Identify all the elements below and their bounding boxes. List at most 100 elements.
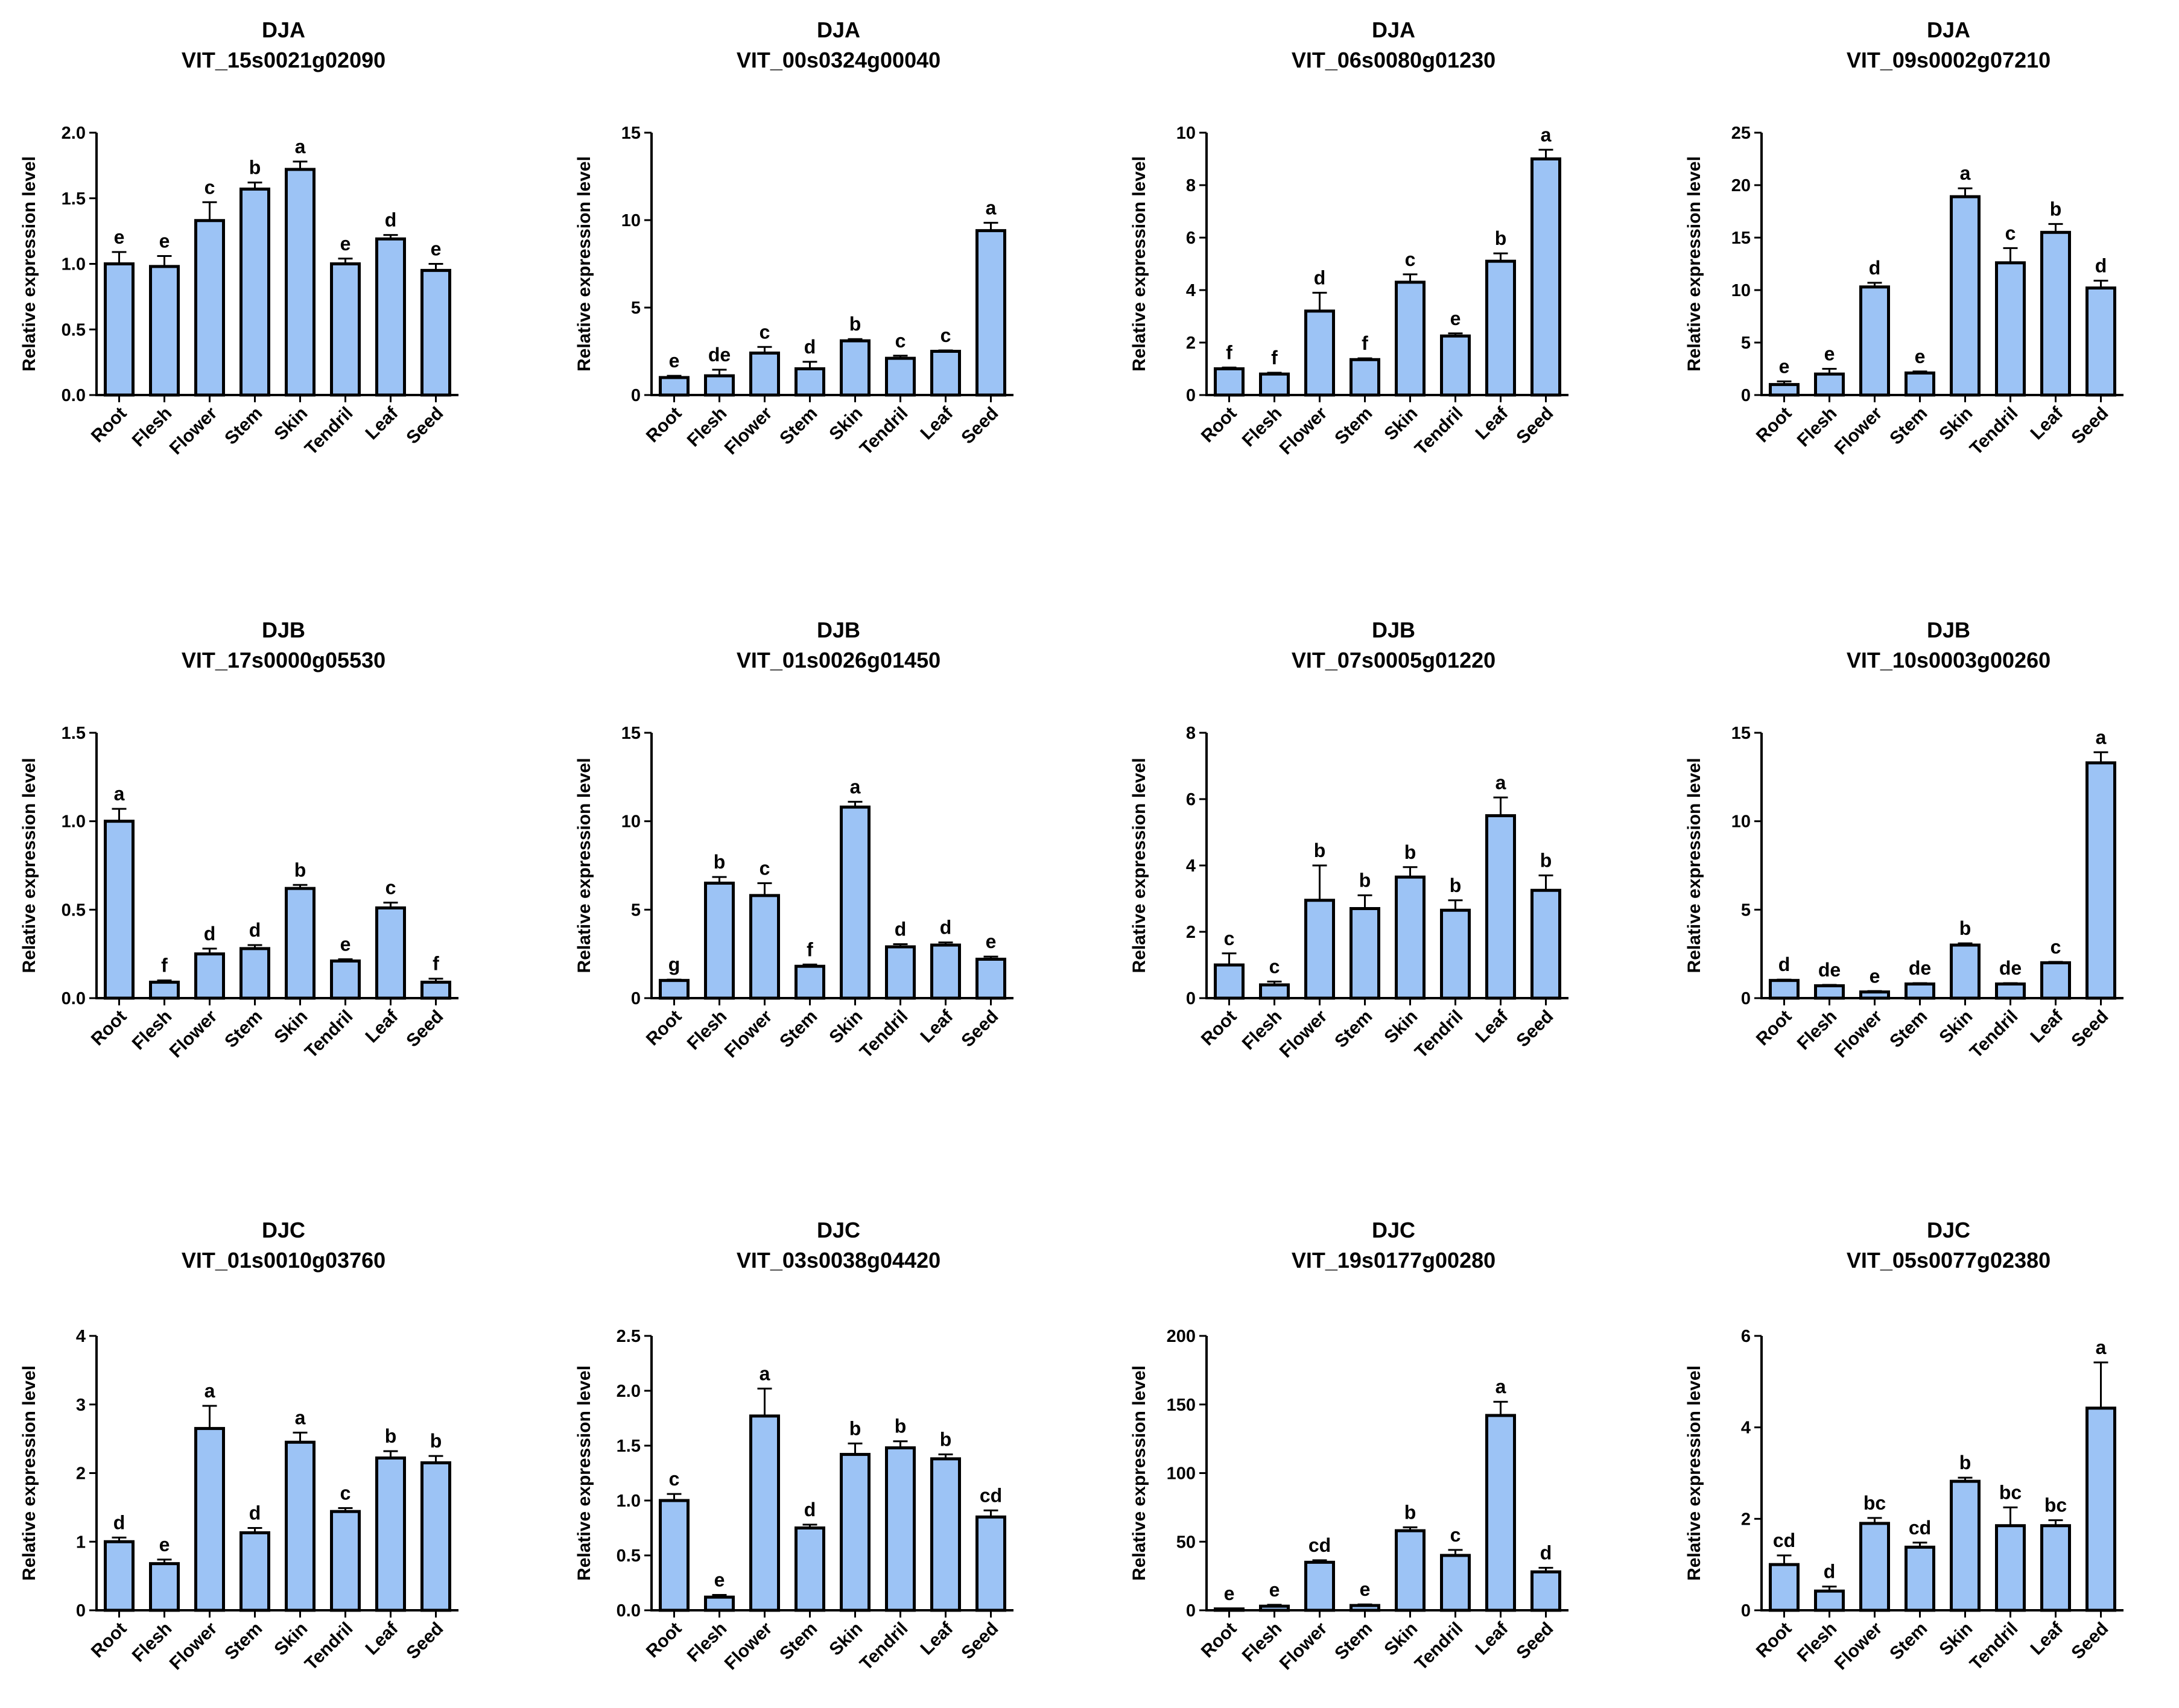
bar-skin: [840, 339, 871, 397]
significance-letter: e: [114, 226, 125, 248]
bar-flesh: [1814, 1589, 1845, 1612]
x-tick-label: Root: [642, 1007, 686, 1050]
bar-flesh: [1259, 983, 1290, 1000]
y-tick-label: 2: [1186, 923, 1196, 942]
x-tick-label: Root: [1752, 403, 1796, 447]
x-tick-label: Tendril: [1411, 403, 1467, 459]
x-tick-label: Root: [87, 403, 131, 447]
bar-flower: [1304, 1560, 1335, 1612]
bar-stem: [239, 1531, 270, 1612]
bar-flower: [1859, 990, 1890, 1000]
bar-seed: [975, 1515, 1006, 1612]
significance-letter: b: [714, 851, 726, 873]
bar-leaf: [375, 1456, 406, 1612]
x-tick-label: Tendril: [856, 403, 912, 459]
x-tick-label: Flower: [1831, 403, 1886, 458]
chart-subtitle: VIT_15s0021g02090: [182, 48, 385, 72]
x-tick-label: Stem: [1886, 1619, 1931, 1664]
chart-subtitle: VIT_17s0000g05530: [182, 648, 385, 672]
x-tick-label: Leaf: [2026, 403, 2067, 444]
bar-flower: [1859, 285, 1890, 397]
bar-skin: [285, 887, 316, 1000]
bar-seed: [2085, 761, 2116, 1000]
chart-panel: DJB VIT_01s0026g01450 Relative expression …: [574, 618, 1013, 1062]
x-tick-label: Skin: [270, 1007, 311, 1048]
chart-panel: DJB VIT_10s0003g00260 Relative expression …: [1684, 618, 2123, 1062]
bar-seed: [2085, 286, 2116, 397]
x-tick-label: Root: [87, 1619, 131, 1662]
significance-letter: cd: [980, 1484, 1002, 1506]
bar-flesh: [1259, 372, 1290, 397]
significance-letter: b: [249, 157, 261, 179]
significance-letter: d: [804, 336, 816, 358]
x-tick-label: Tendril: [1411, 1007, 1467, 1062]
chart-subtitle: VIT_01s0010g03760: [182, 1248, 385, 1273]
significance-letter: e: [1915, 346, 1926, 367]
x-tick-label: Tendril: [301, 1619, 357, 1674]
y-tick-label: 1.5: [617, 1437, 641, 1456]
bar-tendril: [1995, 1524, 2026, 1612]
bar-skin: [1950, 1479, 1981, 1612]
significance-letter: f: [1226, 341, 1232, 363]
bar-stem: [1905, 1545, 1935, 1612]
significance-letter: a: [1541, 124, 1552, 145]
chart-title: DJB: [1927, 618, 1970, 642]
x-tick-label: Root: [1752, 1619, 1796, 1662]
y-tick-label: 2: [1741, 1510, 1751, 1529]
significance-letter: e: [1450, 308, 1461, 329]
significance-letter: a: [1960, 162, 1971, 184]
chart-subtitle: VIT_03s0038g04420: [737, 1248, 940, 1273]
significance-letter: c: [1450, 1524, 1461, 1546]
significance-letter: a: [205, 1380, 215, 1402]
bar-seed: [1530, 888, 1561, 1000]
x-tick-label: Stem: [1886, 403, 1931, 449]
bar-leaf: [1485, 1414, 1516, 1612]
significance-letter: e: [1224, 1583, 1235, 1604]
bar-stem: [239, 947, 270, 1000]
chart-title: DJA: [817, 17, 860, 42]
x-tick-label: Stem: [776, 1619, 821, 1664]
bar-flesh: [1814, 372, 1845, 397]
y-tick-label: 5: [1741, 334, 1751, 353]
x-tick-label: Seed: [402, 1007, 447, 1051]
x-tick-label: Leaf: [2026, 1006, 2067, 1047]
bar-root: [1214, 963, 1245, 1000]
x-tick-label: Root: [642, 1619, 686, 1662]
x-tick-label: Leaf: [916, 403, 957, 444]
x-tick-label: Flower: [721, 1006, 776, 1061]
x-tick-label: Skin: [270, 403, 311, 444]
y-tick-label: 3: [76, 1396, 86, 1415]
y-tick-label: 0.0: [617, 1601, 641, 1621]
chart-title: DJA: [1372, 17, 1415, 42]
bar-seed: [420, 268, 451, 397]
significance-letter: e: [431, 238, 442, 260]
y-tick-label: 5: [631, 900, 641, 920]
significance-letter: cd: [1773, 1529, 1795, 1551]
y-tick-label: 15: [621, 724, 641, 743]
x-tick-label: Seed: [957, 1619, 1002, 1663]
x-tick-label: Flower: [1831, 1006, 1886, 1061]
significance-letter: c: [385, 877, 396, 899]
bar-tendril: [885, 356, 916, 397]
y-tick-label: 10: [1731, 812, 1751, 832]
significance-letter: d: [113, 1511, 125, 1533]
bar-flower: [194, 219, 225, 397]
x-tick-label: Tendril: [856, 1007, 912, 1062]
x-tick-label: Tendril: [301, 1007, 357, 1062]
significance-letter: c: [205, 176, 215, 198]
y-tick-label: 0: [1186, 989, 1196, 1008]
bar-flesh: [704, 881, 735, 1000]
y-axis-label: Relative expression level: [574, 1365, 594, 1581]
x-tick-label: Tendril: [856, 1619, 912, 1674]
x-tick-label: Skin: [1380, 1007, 1421, 1048]
chart-subtitle: VIT_01s0026g01450: [737, 648, 940, 672]
x-tick-label: Leaf: [361, 1006, 402, 1047]
significance-letter: g: [668, 954, 680, 975]
chart-panel: DJA VIT_06s0080g01230 Relative expression …: [1129, 17, 1568, 459]
bar-flower: [1304, 899, 1335, 1000]
chart-title: DJB: [1372, 618, 1415, 642]
bar-root: [659, 1499, 690, 1612]
chart-title: DJC: [1372, 1218, 1415, 1242]
bar-root: [659, 979, 690, 1000]
x-tick-label: Skin: [1380, 1619, 1421, 1660]
